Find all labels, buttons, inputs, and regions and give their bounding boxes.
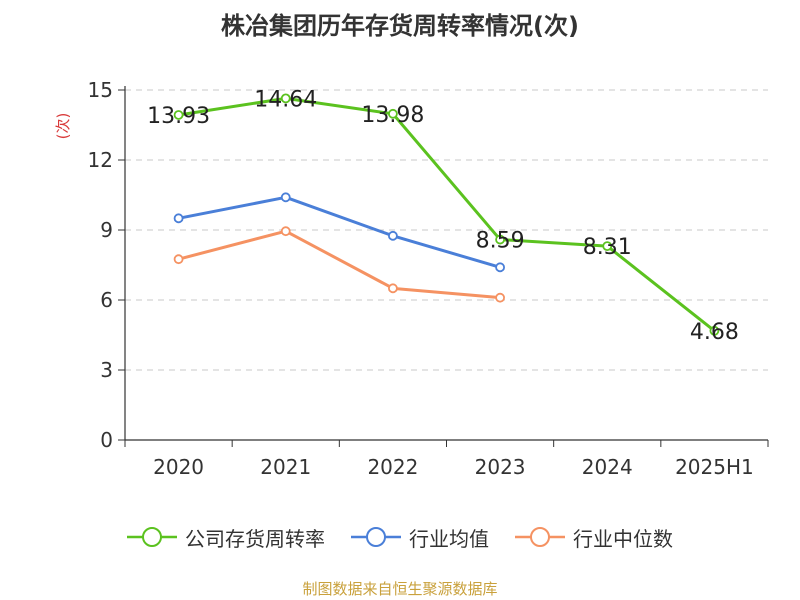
data-labels: 13.93 14.64 13.98 8.59 8.31 4.68 [147,87,739,344]
y-tick-label-6: 6 [100,288,113,312]
legend-item-0: 公司存货周转率 [127,523,325,552]
series-line-2 [178,229,501,300]
data-label-2022: 13.98 [361,103,424,128]
x-tick-label-2025H1: 2025H1 [675,455,754,479]
data-point-2-2021 [280,226,291,237]
data-label-2024: 8.31 [583,235,632,260]
legend-item-2: 行业中位数 [515,523,673,552]
x-tick-label-2024: 2024 [582,455,633,479]
data-label-2020: 13.93 [147,104,210,129]
y-tick-label-0: 0 [100,428,113,452]
data-point-2-2020 [173,254,184,265]
legend-marker-icon [515,527,565,547]
legend-marker-icon [127,527,177,547]
legend-label: 公司存货周转率 [185,526,325,551]
legend-label: 行业均值 [409,526,489,551]
data-point-1-2021 [280,192,291,203]
x-tick-label-2021: 2021 [260,455,311,479]
grid-lines [125,89,768,371]
data-label-2021: 14.64 [254,87,317,112]
series-line-1 [178,195,501,269]
y-tick-label-15: 15 [88,78,113,102]
y-tick-label-3: 3 [100,358,113,382]
data-point-0-2023 [495,234,505,245]
axes: 0 3 6 9 12 15 2020 2021 2022 2023 2024 2025H1 [88,78,769,479]
data-label-2025H1: 4.68 [690,320,739,345]
data-point-1-2020 [173,213,184,224]
data-point-2-2022 [388,283,398,294]
series-lines [173,93,720,336]
y-tick-label-9: 9 [100,218,113,242]
x-tick-label-2022: 2022 [367,455,418,479]
data-point-2-2023 [495,292,505,303]
source-note: 制图数据来自恒生聚源数据库 [302,580,498,598]
data-point-0-2024 [602,241,613,252]
data-point-0-2021 [280,93,291,104]
x-tick-label-2020: 2020 [153,455,204,479]
y-axis-label: (次) [54,113,72,140]
data-point-0-2020 [173,110,184,120]
data-point-0-2022 [388,108,398,119]
data-label-2023: 8.59 [476,229,525,254]
legend-label: 行业中位数 [573,526,673,551]
legend-item-1: 行业均值 [351,523,489,552]
data-point-0-2025H1 [709,325,720,336]
y-tick-label-12: 12 [88,148,113,172]
legend: 公司存货周转率 行业均值 行业中位数 [0,520,800,554]
x-tick-label-2023: 2023 [475,455,526,479]
legend-marker-icon [351,527,401,547]
data-point-1-2023 [495,262,505,273]
data-point-1-2022 [388,230,398,241]
series-line-0 [178,96,716,332]
chart-title: 株冶集团历年存货周转率情况(次) [221,12,579,40]
